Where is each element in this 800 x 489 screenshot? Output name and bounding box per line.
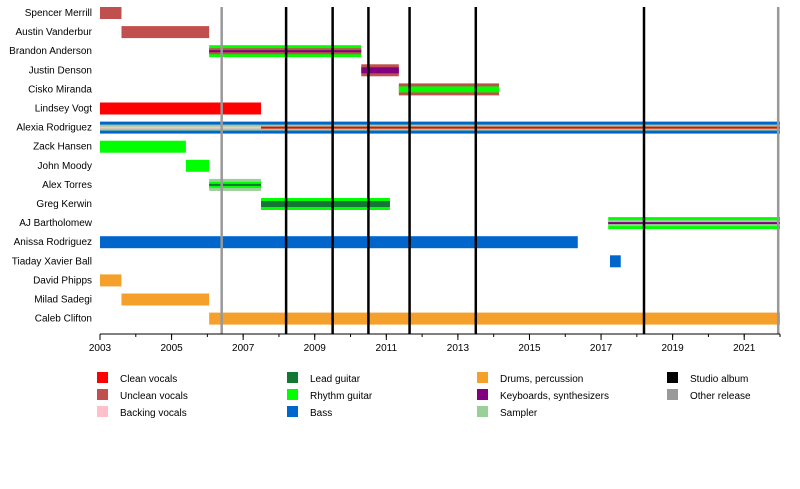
member-label: Austin Vanderbur bbox=[15, 27, 92, 38]
x-tick-label: 2019 bbox=[662, 343, 685, 354]
legend-swatch bbox=[477, 406, 488, 417]
legend-label: Studio album bbox=[690, 374, 748, 385]
member-bar bbox=[185, 159, 210, 172]
member-bar-role-band bbox=[209, 183, 262, 186]
legend-label: Clean vocals bbox=[120, 374, 177, 385]
member-bar-role-band bbox=[608, 222, 780, 225]
x-tick-label: 2009 bbox=[304, 343, 327, 354]
member-label: Zack Hansen bbox=[33, 142, 92, 153]
x-tick-label: 2011 bbox=[376, 343, 398, 354]
member-label: Tiaday Xavier Ball bbox=[12, 256, 92, 267]
member-bars bbox=[100, 7, 781, 325]
member-label: AJ Bartholomew bbox=[19, 218, 93, 229]
member-bar-role-band bbox=[261, 201, 390, 207]
x-tick-label: 2013 bbox=[447, 343, 470, 354]
x-tick-label: 2003 bbox=[89, 343, 112, 354]
legend-label: Keyboards, synthesizers bbox=[500, 391, 609, 402]
member-bar bbox=[121, 26, 210, 39]
member-label: Milad Sadegi bbox=[34, 295, 92, 306]
x-axis: 2003 2005 2007 2009 2011 2013 2015 2017 2019 2021 bbox=[89, 333, 781, 354]
member-bar bbox=[100, 274, 122, 287]
legend-swatch bbox=[97, 406, 108, 417]
x-tick-label: 2015 bbox=[518, 343, 541, 354]
member-label: Alexia Rodriguez bbox=[16, 123, 92, 134]
legend-label: Other release bbox=[690, 391, 751, 402]
member-label: Alex Torres bbox=[42, 180, 92, 191]
member-label: Cisko Miranda bbox=[28, 84, 92, 95]
legend-label: Bass bbox=[310, 408, 332, 419]
member-bar bbox=[100, 7, 122, 19]
member-label: Brandon Anderson bbox=[9, 46, 92, 57]
x-tick-label: 2017 bbox=[590, 343, 613, 354]
legend-label: Lead guitar bbox=[310, 374, 361, 385]
legend-swatch bbox=[287, 372, 298, 383]
legend-label: Drums, percussion bbox=[500, 374, 583, 385]
member-label: Greg Kerwin bbox=[36, 199, 92, 210]
legend-label: Backing vocals bbox=[120, 408, 187, 419]
x-tick-label: 2007 bbox=[232, 343, 255, 354]
member-bar bbox=[121, 293, 210, 306]
member-bar-role-band bbox=[261, 126, 781, 129]
member-bar bbox=[100, 102, 262, 115]
legend-swatch bbox=[667, 372, 678, 383]
legend-swatch bbox=[667, 389, 678, 400]
x-tick-label: 2005 bbox=[160, 343, 183, 354]
member-label: Lindsey Vogt bbox=[35, 104, 92, 115]
member-label: David Phipps bbox=[33, 275, 92, 286]
legend-swatch bbox=[97, 372, 108, 383]
member-label: John Moody bbox=[38, 161, 92, 172]
member-bar-role-band bbox=[361, 67, 399, 74]
member-label: Anissa Rodriguez bbox=[14, 237, 92, 248]
legend-swatch bbox=[97, 389, 108, 400]
legend-label: Rhythm guitar bbox=[310, 391, 373, 402]
member-bar-role-band bbox=[398, 86, 500, 93]
member-bar bbox=[209, 312, 780, 325]
member-bar bbox=[100, 140, 186, 153]
member-bar-role-band bbox=[100, 126, 262, 129]
legend-label: Sampler bbox=[500, 408, 538, 419]
release-lines bbox=[220, 7, 780, 334]
legend-label: Unclean vocals bbox=[120, 391, 188, 402]
legend-swatch bbox=[287, 406, 298, 417]
legend-swatch bbox=[477, 372, 488, 383]
member-label: Justin Denson bbox=[29, 65, 92, 76]
member-bar bbox=[100, 236, 578, 249]
member-bar bbox=[610, 255, 621, 268]
chart-legend: Clean vocals Unclean vocals Backing vocals… bbox=[97, 372, 751, 419]
member-label: Spencer Merrill bbox=[25, 8, 92, 19]
legend-swatch bbox=[287, 389, 298, 400]
member-label: Caleb Clifton bbox=[35, 314, 92, 325]
legend-swatch bbox=[477, 389, 488, 400]
member-labels: Spencer Merrill Austin Vanderbur Brandon A… bbox=[9, 8, 93, 325]
x-tick-label: 2021 bbox=[733, 343, 756, 354]
